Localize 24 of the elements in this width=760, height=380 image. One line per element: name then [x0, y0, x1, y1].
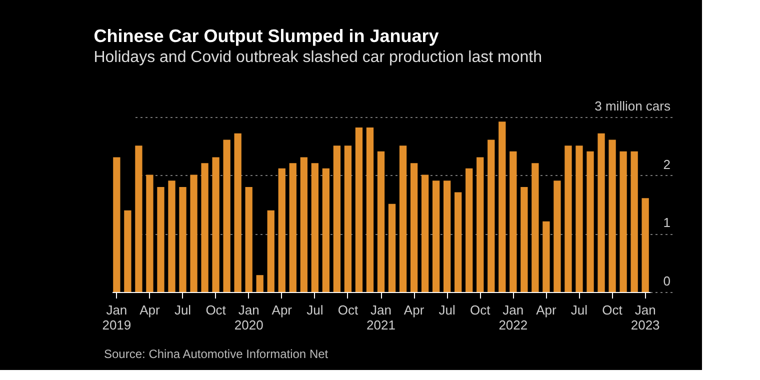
chart-subtitle: Holidays and Covid outbreak slashed car production last month	[94, 49, 542, 66]
y-tick-label: 0	[663, 274, 670, 288]
x-tick-label: Apr	[536, 302, 557, 318]
y-tick-label: 3 million cars	[594, 98, 671, 114]
x-tick-label: Jul	[570, 302, 588, 318]
x-tick-label: Apr	[404, 302, 425, 318]
x-tick-label: Oct	[338, 302, 358, 318]
x-tick-label: Jul	[438, 302, 456, 318]
x-tick-label: Oct	[470, 302, 491, 318]
y-tick-label: 1	[663, 215, 670, 230]
y-tick-label: 2	[663, 156, 670, 172]
x-tick-label: Apr	[140, 302, 161, 318]
x-tick-label: Apr	[272, 302, 293, 318]
chart-title: Chinese Car Output Slumped in January	[94, 26, 439, 46]
x-tick-label: Oct	[206, 302, 226, 318]
source-note: Source: China Automotive Information Net	[104, 347, 329, 361]
x-tick-label: Oct	[602, 302, 623, 318]
x-tick-label: Jan 2020	[234, 302, 264, 332]
x-tick-label: Jan 2019	[102, 302, 132, 332]
x-tick-label: Jul	[174, 302, 192, 318]
x-tick-label: Jul	[306, 302, 324, 318]
x-tick-label: Jan 2021	[366, 302, 396, 332]
x-tick-label: Jan 2022	[498, 302, 528, 332]
x-tick-label: Jan 2023	[630, 302, 660, 332]
